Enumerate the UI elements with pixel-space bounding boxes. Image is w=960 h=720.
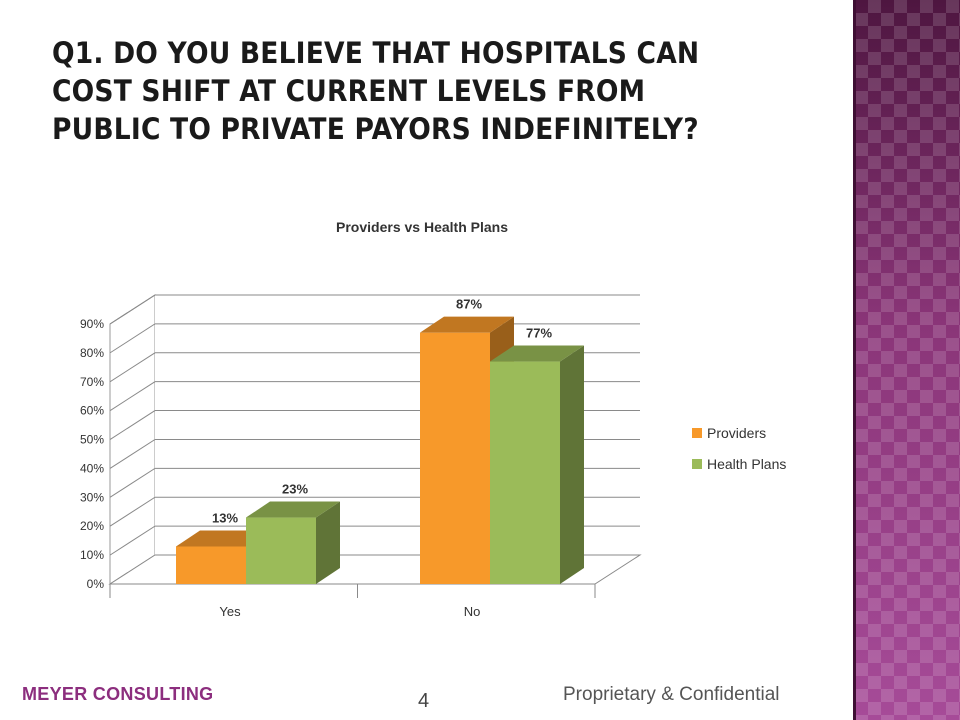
page-number: 4 xyxy=(418,690,430,712)
y-tick-label: 50% xyxy=(80,433,104,447)
y-tick-label: 30% xyxy=(80,490,104,504)
x-axis: Yes No xyxy=(109,584,596,619)
bar-top-face xyxy=(420,316,514,333)
chart-title: Providers vs Health Plans xyxy=(336,219,508,235)
legend-label: Providers xyxy=(707,425,766,441)
bar-health-plans-no xyxy=(490,345,584,584)
y-tick-label: 70% xyxy=(80,375,104,389)
bar-front-face xyxy=(490,361,560,584)
chart-legend: Providers Health Plans xyxy=(692,425,786,472)
footer-company: MEYER CONSULTING xyxy=(22,684,214,704)
y-axis: 0% 10% 20% 30% 40% 50% 60% 70% 80% 90% xyxy=(80,317,104,591)
y-tick-label: 80% xyxy=(80,346,104,360)
x-category-label: Yes xyxy=(219,604,241,619)
gridline xyxy=(109,294,640,325)
data-label: 13% xyxy=(212,510,238,525)
y-tick-label: 60% xyxy=(80,404,104,418)
data-label: 23% xyxy=(282,482,308,497)
bar-chart: Providers vs Health Plans 0% 10% 20% 30% 40%… xyxy=(80,219,786,619)
decorative-side-band xyxy=(855,0,960,720)
bar-front-face xyxy=(246,517,316,584)
footer-confidential-note: Proprietary & Confidential xyxy=(563,684,780,705)
side-band-edge xyxy=(853,0,856,720)
bar-front-face xyxy=(176,546,246,584)
bar-side-face xyxy=(316,501,340,584)
data-label: 87% xyxy=(456,297,482,312)
bar-front-face xyxy=(420,332,490,584)
y-tick-label: 0% xyxy=(87,577,105,591)
slide-title: Q1. Do you believe that hospitals can co… xyxy=(52,36,700,146)
x-category-label: No xyxy=(464,604,481,619)
bar-side-face xyxy=(560,345,584,584)
legend-swatch xyxy=(692,428,702,438)
y-tick-label: 20% xyxy=(80,519,104,533)
chart-bars: 13% 23% 87% 77% xyxy=(176,297,584,584)
bar-health-plans-yes xyxy=(246,501,340,584)
bar-top-face xyxy=(246,501,340,518)
bar-top-face xyxy=(490,345,584,362)
legend-swatch xyxy=(692,459,702,469)
y-tick-label: 10% xyxy=(80,548,104,562)
data-label: 77% xyxy=(526,326,552,341)
legend-label: Health Plans xyxy=(707,456,786,472)
y-tick-label: 90% xyxy=(80,317,104,331)
y-tick-label: 40% xyxy=(80,461,104,475)
